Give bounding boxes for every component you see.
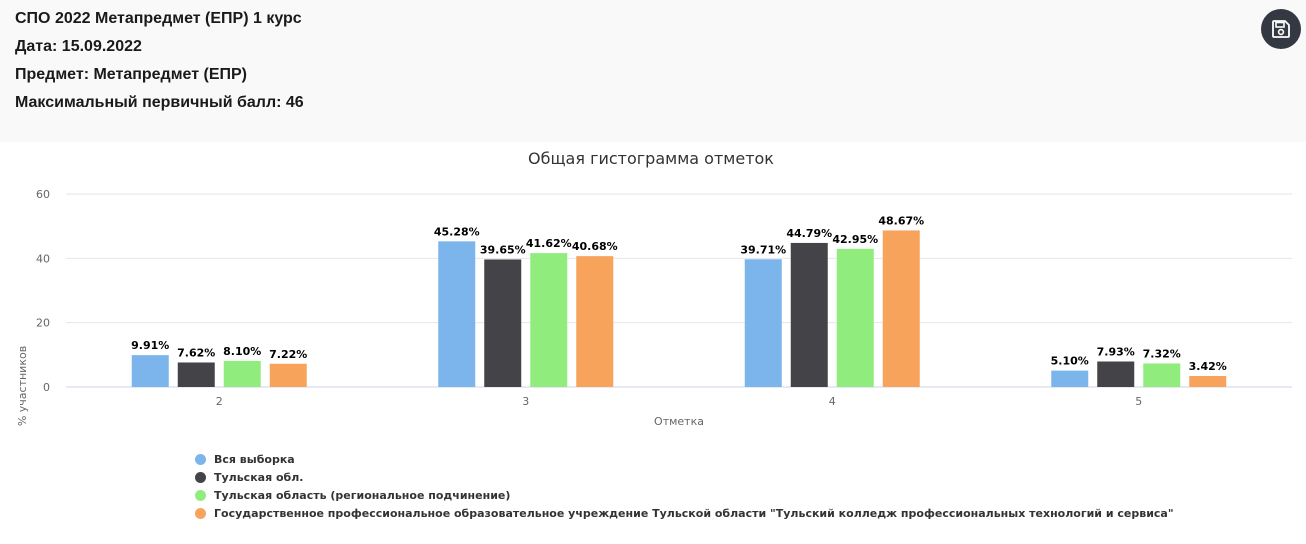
bar[interactable] bbox=[1143, 363, 1181, 387]
bar[interactable] bbox=[1097, 361, 1135, 387]
legend-label: Государственное профессиональное образов… bbox=[214, 506, 1174, 520]
y-tick-label: 0 bbox=[43, 381, 50, 394]
data-label: 9.91% bbox=[131, 339, 169, 352]
bar[interactable] bbox=[1051, 370, 1089, 387]
y-tick-label: 20 bbox=[36, 317, 50, 330]
data-label: 7.93% bbox=[1097, 345, 1135, 358]
data-label: 42.95% bbox=[832, 233, 878, 246]
legend-marker bbox=[195, 489, 206, 501]
data-label: 39.65% bbox=[480, 243, 526, 256]
chart-svg: Общая гистограмма отметок 0 20 40 60 9.91% 7… bbox=[16, 149, 1292, 428]
data-label: 39.71% bbox=[740, 243, 786, 256]
bar[interactable] bbox=[790, 242, 828, 387]
report-max-score: Максимальный первичный балл: 46 bbox=[15, 94, 304, 111]
x-axis-label: Отметка bbox=[654, 415, 704, 428]
bar[interactable] bbox=[530, 253, 568, 387]
histogram-chart: Общая гистограмма отметок 0 20 40 60 9.91% 7… bbox=[0, 142, 1306, 539]
data-label: 7.32% bbox=[1143, 347, 1181, 360]
x-tick-label: 2 bbox=[216, 395, 223, 408]
data-label: 3.42% bbox=[1189, 360, 1227, 373]
bar[interactable] bbox=[882, 230, 920, 387]
report-header: СПО 2022 Метапредмет (ЕПР) 1 курс Дата: … bbox=[0, 0, 1306, 142]
report-subject: Предмет: Метапредмет (ЕПР) bbox=[15, 66, 248, 83]
x-tick-label: 3 bbox=[522, 395, 529, 408]
legend-marker bbox=[195, 471, 206, 483]
legend-item[interactable]: Тульская обл. bbox=[195, 468, 1174, 486]
data-label: 45.28% bbox=[434, 225, 480, 238]
data-label: 40.68% bbox=[572, 240, 618, 253]
bar[interactable] bbox=[223, 360, 261, 387]
legend-label: Вся выборка bbox=[214, 452, 295, 466]
data-label: 41.62% bbox=[526, 237, 572, 250]
legend-label: Тульская область (региональное подчинени… bbox=[214, 488, 511, 502]
y-tick-label: 40 bbox=[36, 252, 50, 265]
data-label: 7.22% bbox=[269, 348, 307, 361]
legend-item[interactable]: Тульская область (региональное подчинени… bbox=[195, 486, 1174, 504]
legend-label: Тульская обл. bbox=[214, 470, 304, 484]
data-label: 5.10% bbox=[1051, 355, 1089, 368]
data-label: 44.79% bbox=[786, 227, 832, 240]
bar[interactable] bbox=[744, 259, 782, 387]
data-label: 8.10% bbox=[223, 345, 261, 358]
chart-legend: Вся выборка Тульская обл. Тульская область… bbox=[195, 450, 1174, 522]
legend-marker bbox=[195, 507, 206, 519]
chart-title: Общая гистограмма отметок bbox=[528, 149, 774, 168]
y-tick-label: 60 bbox=[36, 188, 50, 201]
data-label: 48.67% bbox=[878, 214, 924, 227]
floppy-disk-icon bbox=[1272, 20, 1290, 38]
legend-item[interactable]: Государственное профессиональное образов… bbox=[195, 504, 1174, 522]
bar[interactable] bbox=[131, 355, 169, 387]
x-tick-label: 4 bbox=[829, 395, 836, 408]
save-button[interactable] bbox=[1261, 9, 1301, 49]
legend-item[interactable]: Вся выборка bbox=[195, 450, 1174, 468]
x-tick-label: 5 bbox=[1135, 395, 1142, 408]
data-label: 7.62% bbox=[177, 346, 215, 359]
bar[interactable] bbox=[177, 362, 215, 387]
bar[interactable] bbox=[269, 363, 307, 387]
bar[interactable] bbox=[836, 248, 874, 387]
bar[interactable] bbox=[484, 259, 522, 387]
y-axis-label: % участников bbox=[16, 346, 29, 426]
bar[interactable] bbox=[576, 256, 614, 387]
legend-marker bbox=[195, 453, 206, 465]
report-title: СПО 2022 Метапредмет (ЕПР) 1 курс bbox=[15, 10, 302, 27]
report-date: Дата: 15.09.2022 bbox=[15, 38, 142, 55]
bar[interactable] bbox=[438, 241, 476, 387]
bar[interactable] bbox=[1189, 375, 1227, 387]
